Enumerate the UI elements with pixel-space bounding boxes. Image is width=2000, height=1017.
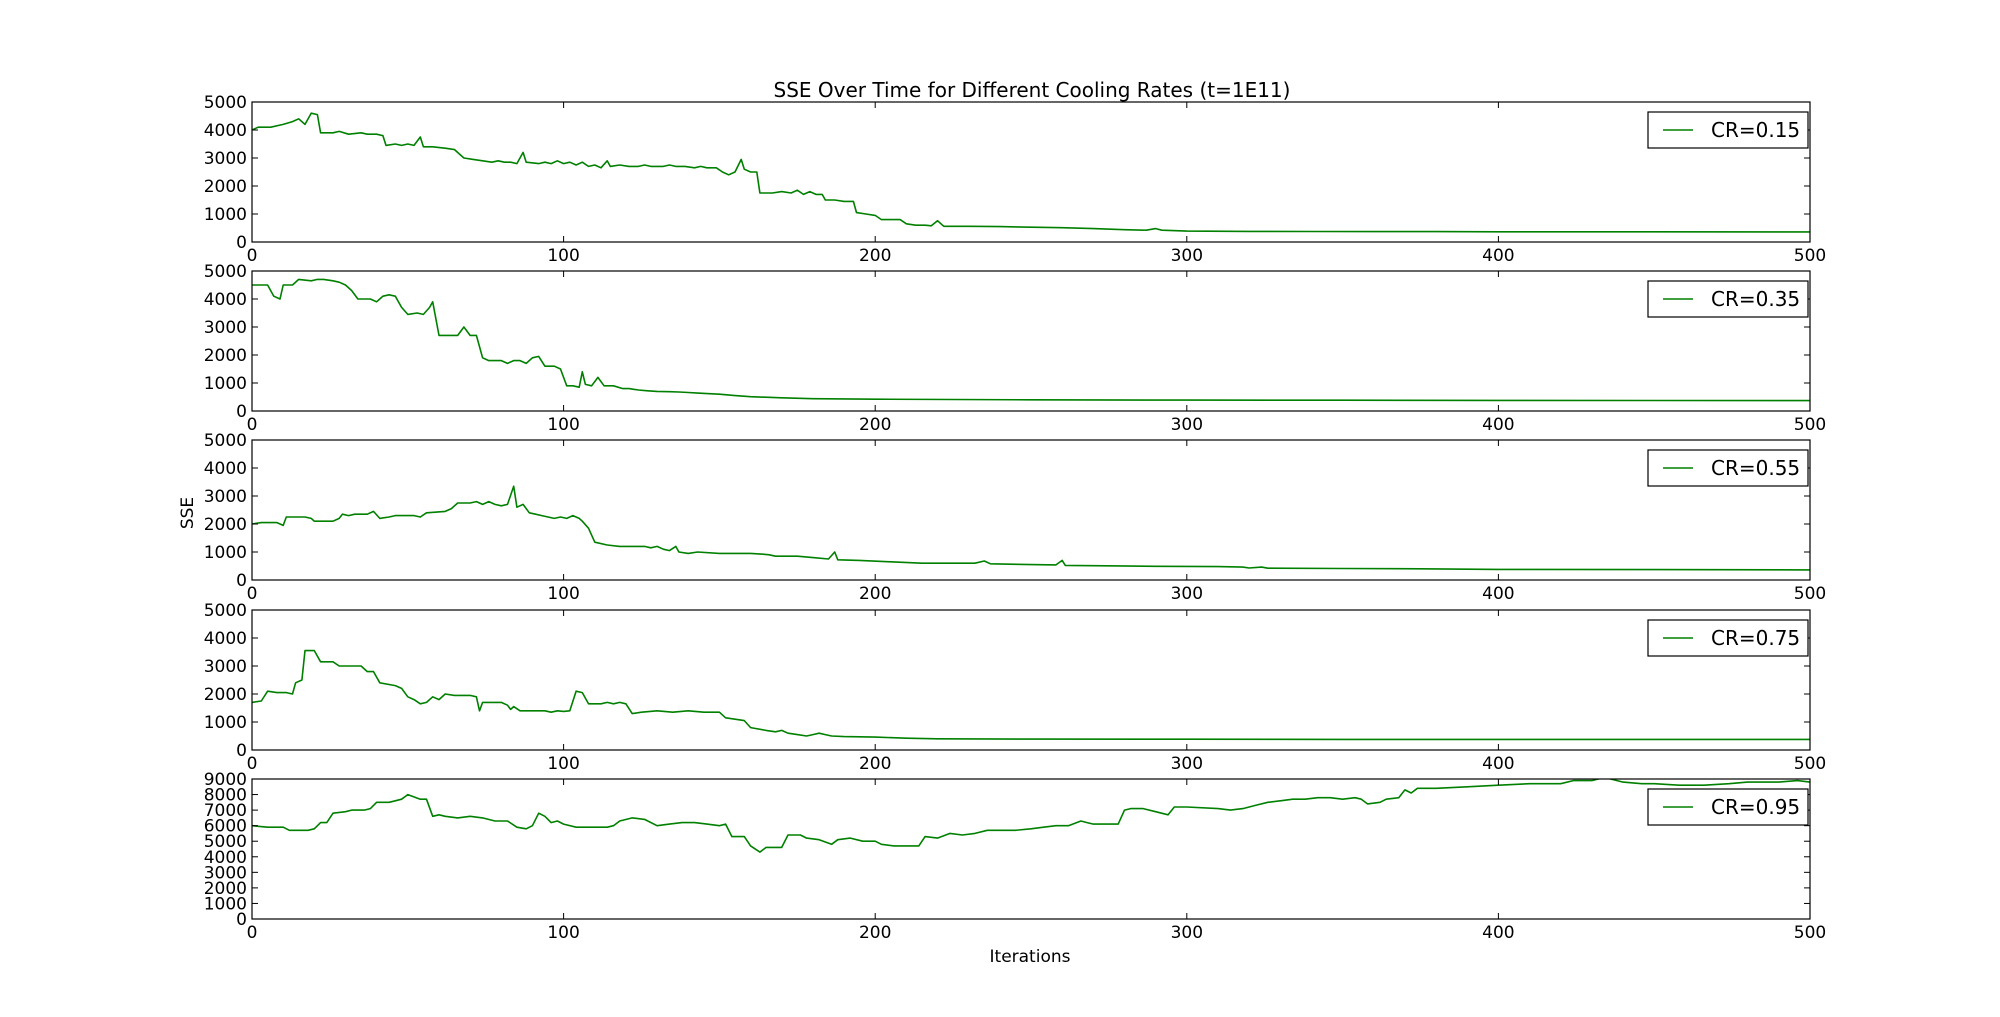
series-line bbox=[252, 779, 1810, 853]
y-tick-label: 4000 bbox=[204, 629, 247, 649]
y-tick-label: 9000 bbox=[204, 770, 247, 790]
x-tick-label: 400 bbox=[1482, 246, 1514, 266]
y-tick-label: 1000 bbox=[204, 713, 247, 733]
legend: CR=0.95 bbox=[1647, 788, 1809, 826]
x-tick-label: 300 bbox=[1171, 246, 1203, 266]
legend-label: CR=0.35 bbox=[1711, 287, 1800, 311]
legend-label: CR=0.75 bbox=[1711, 626, 1800, 650]
legend-label: CR=0.95 bbox=[1711, 795, 1800, 819]
x-tick-label: 200 bbox=[859, 246, 891, 266]
y-tick-label: 2000 bbox=[204, 177, 247, 197]
x-tick-label: 400 bbox=[1482, 923, 1514, 943]
y-tick-label: 4000 bbox=[204, 290, 247, 310]
axes-frame bbox=[251, 101, 1811, 243]
legend: CR=0.75 bbox=[1647, 619, 1809, 657]
y-tick-label: 1000 bbox=[204, 205, 247, 225]
x-tick-label: 500 bbox=[1794, 923, 1826, 943]
y-tick-label: 1000 bbox=[204, 894, 247, 914]
y-tick-label: 3000 bbox=[204, 487, 247, 507]
y-tick-label: 0 bbox=[236, 741, 247, 761]
series-line bbox=[252, 649, 1810, 741]
y-tick-label: 5000 bbox=[204, 262, 247, 282]
y-tick-label: 3000 bbox=[204, 863, 247, 883]
y-axis-label: SSE bbox=[178, 497, 198, 529]
x-tick-label: 0 bbox=[247, 754, 258, 774]
axes-frame bbox=[251, 439, 1811, 581]
x-tick-label: 300 bbox=[1171, 754, 1203, 774]
subplot-panels: 0 100 200 300 400 500010002000300040005000CR=… bbox=[204, 93, 1826, 943]
x-axis-label: Iterations bbox=[990, 947, 1071, 967]
y-tick-label: 3000 bbox=[204, 149, 247, 169]
chart-title: SSE Over Time for Different Cooling Rate… bbox=[774, 78, 1291, 102]
x-tick-label: 100 bbox=[547, 584, 579, 604]
y-tick-label: 0 bbox=[236, 402, 247, 422]
x-tick-label: 0 bbox=[247, 415, 258, 435]
x-tick-label: 0 bbox=[247, 923, 258, 943]
x-tick-label: 400 bbox=[1482, 584, 1514, 604]
x-tick-label: 400 bbox=[1482, 415, 1514, 435]
axes-frame bbox=[251, 778, 1811, 920]
y-tick-label: 0 bbox=[236, 910, 247, 930]
y-tick-label: 5000 bbox=[204, 832, 247, 852]
x-tick-label: 300 bbox=[1171, 923, 1203, 943]
x-tick-label: 300 bbox=[1171, 415, 1203, 435]
y-tick-label: 5000 bbox=[204, 601, 247, 621]
x-tick-label: 300 bbox=[1171, 584, 1203, 604]
x-tick-label: 100 bbox=[547, 415, 579, 435]
axes-frame bbox=[251, 270, 1811, 412]
x-tick-label: 500 bbox=[1794, 246, 1826, 266]
y-tick-label: 7000 bbox=[204, 801, 247, 821]
x-tick-label: 500 bbox=[1794, 584, 1826, 604]
y-tick-label: 1000 bbox=[204, 543, 247, 563]
x-tick-label: 500 bbox=[1794, 415, 1826, 435]
subplot-3: 0 100 200 300 400 500010002000300040005000CR=… bbox=[204, 431, 1826, 604]
x-tick-label: 100 bbox=[547, 923, 579, 943]
x-tick-label: 100 bbox=[547, 246, 579, 266]
subplot-4: 0 100 200 300 400 500010002000300040005000CR=… bbox=[204, 601, 1826, 774]
legend-box bbox=[1647, 111, 1809, 149]
y-tick-label: 1000 bbox=[204, 374, 247, 394]
x-tick-label: 200 bbox=[859, 415, 891, 435]
y-tick-label: 5000 bbox=[204, 93, 247, 113]
y-tick-label: 2000 bbox=[204, 515, 247, 535]
legend: CR=0.35 bbox=[1647, 280, 1809, 318]
x-tick-label: 0 bbox=[247, 246, 258, 266]
y-tick-label: 4000 bbox=[204, 121, 247, 141]
x-tick-label: 100 bbox=[547, 754, 579, 774]
x-tick-label: 400 bbox=[1482, 754, 1514, 774]
y-tick-label: 6000 bbox=[204, 817, 247, 837]
subplot-2: 0 100 200 300 400 500010002000300040005000CR=… bbox=[204, 262, 1826, 435]
series-line bbox=[252, 485, 1810, 571]
series-line bbox=[252, 278, 1810, 402]
series-line bbox=[252, 112, 1810, 233]
subplot-5: 0 100 200 300 400 500010002000300040005000600… bbox=[204, 770, 1826, 943]
y-tick-label: 2000 bbox=[204, 346, 247, 366]
y-tick-label: 4000 bbox=[204, 459, 247, 479]
y-tick-label: 3000 bbox=[204, 318, 247, 338]
y-tick-label: 4000 bbox=[204, 848, 247, 868]
y-tick-label: 3000 bbox=[204, 657, 247, 677]
y-tick-label: 0 bbox=[236, 233, 247, 253]
x-tick-label: 200 bbox=[859, 754, 891, 774]
axes-frame bbox=[251, 609, 1811, 751]
legend: CR=0.55 bbox=[1647, 449, 1809, 487]
y-tick-label: 8000 bbox=[204, 786, 247, 806]
y-tick-label: 2000 bbox=[204, 685, 247, 705]
x-tick-label: 200 bbox=[859, 584, 891, 604]
x-tick-label: 200 bbox=[859, 923, 891, 943]
y-tick-label: 5000 bbox=[204, 431, 247, 451]
y-tick-label: 0 bbox=[236, 571, 247, 591]
y-tick-label: 2000 bbox=[204, 879, 247, 899]
x-tick-label: 500 bbox=[1794, 754, 1826, 774]
legend-label: CR=0.15 bbox=[1711, 118, 1800, 142]
subplot-1: 0 100 200 300 400 500010002000300040005000CR=… bbox=[204, 93, 1826, 266]
legend: CR=0.15 bbox=[1647, 111, 1809, 149]
legend-label: CR=0.55 bbox=[1711, 456, 1800, 480]
x-tick-label: 0 bbox=[247, 584, 258, 604]
